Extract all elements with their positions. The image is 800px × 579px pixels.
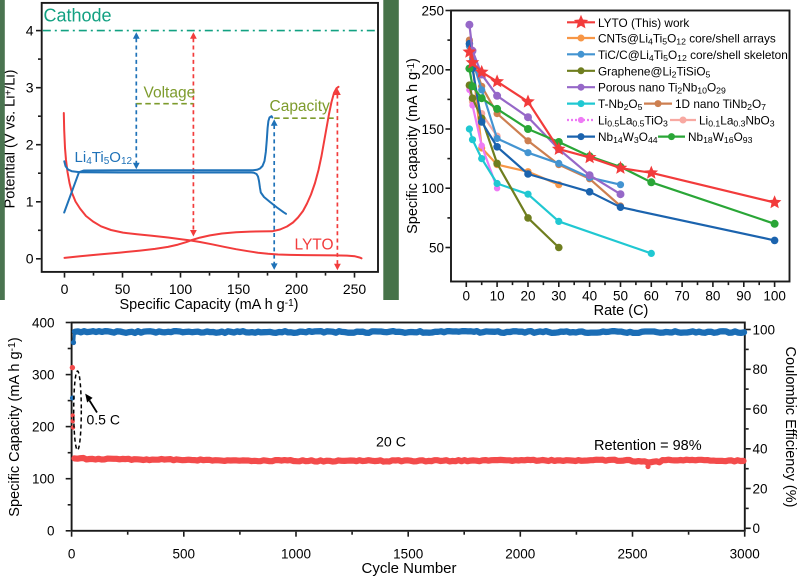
svg-text:200: 200 [421, 63, 444, 78]
svg-text:500: 500 [173, 547, 196, 562]
svg-text:Graphene@Li2TiSiO5: Graphene@Li2TiSiO5 [598, 64, 711, 79]
svg-text:Rate (C): Rate (C) [594, 303, 649, 319]
svg-text:Li0.1La0.3NbO3: Li0.1La0.3NbO3 [699, 114, 775, 129]
svg-text:Cycle Number: Cycle Number [361, 560, 456, 577]
svg-text:150: 150 [421, 122, 444, 137]
svg-text:90: 90 [736, 289, 751, 304]
svg-text:3000: 3000 [730, 547, 760, 562]
svg-text:300: 300 [32, 368, 55, 383]
svg-text:0: 0 [68, 547, 76, 562]
svg-text:2: 2 [26, 137, 34, 153]
svg-text:Voltage: Voltage [144, 84, 196, 101]
svg-text:50: 50 [115, 281, 131, 297]
svg-text:100: 100 [169, 281, 193, 297]
svg-text:80: 80 [705, 289, 720, 304]
svg-text:30: 30 [551, 289, 566, 304]
svg-text:0: 0 [753, 521, 761, 536]
svg-text:150: 150 [227, 281, 251, 297]
svg-text:1000: 1000 [281, 547, 311, 562]
svg-text:0.5 C: 0.5 C [87, 412, 120, 428]
svg-text:Nb14W3O44: Nb14W3O44 [598, 130, 658, 145]
svg-text:T-Nb2O5: T-Nb2O5 [598, 97, 643, 112]
svg-text:Li4Ti5O12: Li4Ti5O12 [75, 149, 133, 167]
svg-text:200: 200 [32, 420, 55, 435]
svg-text:100: 100 [763, 289, 786, 304]
svg-text:LYTO: LYTO [295, 237, 334, 254]
svg-text:LYTO (This) work: LYTO (This) work [598, 16, 689, 30]
svg-text:1500: 1500 [393, 547, 423, 562]
svg-text:3: 3 [26, 80, 34, 96]
svg-text:TiC/C@Li4Ti5O12 core/shell ske: TiC/C@Li4Ti5O12 core/shell skeleton [598, 48, 788, 63]
svg-text:20: 20 [753, 481, 768, 496]
svg-text:0: 0 [463, 289, 471, 304]
svg-text:Capacity: Capacity [270, 98, 331, 115]
svg-text:Nb18W16O93: Nb18W16O93 [688, 130, 753, 145]
svg-text:2500: 2500 [617, 547, 647, 562]
svg-text:Potential (V vs. Li+/Li): Potential (V vs. Li+/Li) [3, 70, 19, 209]
svg-text:250: 250 [343, 281, 367, 297]
svg-text:Li0.5La0.5TiO3: Li0.5La0.5TiO3 [598, 114, 668, 129]
svg-text:Specific capacity (mA h g-1): Specific capacity (mA h g-1) [405, 58, 421, 234]
svg-text:0: 0 [47, 524, 55, 539]
svg-text:10: 10 [490, 289, 505, 304]
svg-text:200: 200 [285, 281, 309, 297]
svg-text:20: 20 [520, 289, 535, 304]
svg-text:70: 70 [675, 289, 690, 304]
svg-text:60: 60 [753, 402, 768, 417]
svg-text:Specific Capacity (mA h g-1): Specific Capacity (mA h g-1) [120, 297, 299, 313]
svg-text:1: 1 [26, 194, 34, 210]
svg-text:0: 0 [61, 281, 69, 297]
svg-text:50: 50 [613, 289, 628, 304]
svg-text:60: 60 [644, 289, 659, 304]
svg-text:400: 400 [32, 315, 55, 330]
svg-text:100: 100 [32, 472, 55, 487]
svg-text:0: 0 [26, 251, 34, 267]
svg-text:100: 100 [753, 322, 776, 337]
svg-text:40: 40 [582, 289, 597, 304]
svg-text:Specific Capacity (mA h g-1): Specific Capacity (mA h g-1) [6, 337, 23, 516]
svg-text:4: 4 [26, 23, 34, 39]
svg-text:50: 50 [429, 240, 444, 255]
svg-text:20 C: 20 C [376, 434, 406, 450]
svg-text:Retention = 98%: Retention = 98% [594, 438, 702, 454]
svg-text:Coulombic Efficiency (%): Coulombic Efficiency (%) [782, 347, 798, 508]
svg-text:40: 40 [753, 442, 768, 457]
svg-text:100: 100 [421, 181, 444, 196]
svg-text:Cathode: Cathode [44, 5, 112, 25]
svg-text:CNTs@Li4Ti5O12 core/shell arra: CNTs@Li4Ti5O12 core/shell arrays [598, 32, 776, 47]
svg-text:1D nano TiNb2O7: 1D nano TiNb2O7 [675, 97, 766, 112]
svg-text:2000: 2000 [505, 547, 535, 562]
svg-text:250: 250 [421, 3, 444, 18]
svg-text:Porous nano Ti2Nb10O29: Porous nano Ti2Nb10O29 [598, 81, 726, 96]
svg-text:80: 80 [753, 362, 768, 377]
